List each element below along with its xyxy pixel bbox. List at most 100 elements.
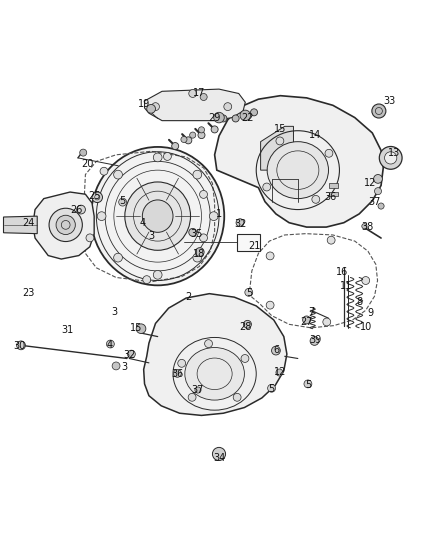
Circle shape (245, 288, 253, 296)
Circle shape (209, 212, 218, 221)
Circle shape (233, 393, 241, 401)
Circle shape (190, 132, 196, 138)
Polygon shape (144, 294, 287, 415)
Text: 13: 13 (388, 149, 400, 158)
Circle shape (92, 192, 102, 203)
Text: 3: 3 (111, 308, 117, 318)
Text: 37: 37 (191, 385, 203, 395)
Text: 32: 32 (235, 219, 247, 229)
Circle shape (232, 115, 239, 122)
Text: 31: 31 (62, 325, 74, 335)
Circle shape (56, 215, 75, 235)
Text: 19: 19 (138, 100, 151, 109)
Circle shape (362, 277, 370, 285)
Circle shape (212, 447, 226, 461)
Circle shape (200, 190, 208, 198)
Text: 33: 33 (384, 96, 396, 106)
Text: 37: 37 (368, 197, 381, 207)
Circle shape (106, 340, 114, 348)
Circle shape (189, 90, 197, 98)
Text: 12: 12 (274, 367, 286, 377)
Text: 18: 18 (193, 249, 205, 259)
Circle shape (236, 219, 244, 227)
Circle shape (198, 127, 205, 133)
Text: 4: 4 (106, 341, 113, 350)
Circle shape (49, 208, 82, 241)
Text: 15: 15 (130, 323, 142, 333)
Polygon shape (145, 89, 245, 120)
Bar (328, 192, 338, 197)
Circle shape (185, 137, 192, 144)
Text: 34: 34 (213, 454, 225, 463)
Circle shape (251, 109, 258, 116)
Text: 6: 6 (273, 345, 279, 355)
Text: 11: 11 (340, 281, 352, 291)
Circle shape (189, 229, 197, 236)
Text: 28: 28 (239, 321, 251, 332)
Ellipse shape (142, 200, 173, 232)
Bar (237, 233, 260, 251)
Text: 3: 3 (122, 362, 128, 372)
Text: 1: 1 (216, 209, 222, 219)
Text: 8: 8 (356, 296, 362, 306)
Text: 17: 17 (193, 87, 205, 98)
Polygon shape (4, 216, 37, 233)
Circle shape (268, 384, 276, 392)
Text: 2: 2 (185, 292, 191, 302)
Text: 7: 7 (308, 308, 314, 318)
Text: 24: 24 (22, 217, 35, 228)
Circle shape (113, 170, 122, 179)
Polygon shape (33, 192, 94, 259)
Circle shape (86, 234, 94, 242)
Circle shape (323, 318, 331, 326)
Circle shape (163, 152, 171, 160)
Text: 27: 27 (300, 317, 313, 327)
Circle shape (372, 104, 386, 118)
Text: 15: 15 (274, 124, 286, 134)
Text: 5: 5 (120, 196, 126, 206)
Circle shape (143, 276, 151, 284)
Circle shape (97, 212, 106, 221)
Circle shape (310, 336, 319, 345)
Circle shape (173, 369, 181, 377)
Circle shape (214, 112, 224, 123)
Text: 25: 25 (88, 191, 100, 201)
Text: 36: 36 (171, 369, 184, 379)
Circle shape (266, 301, 274, 309)
Circle shape (220, 115, 227, 122)
Circle shape (224, 103, 232, 110)
Circle shape (152, 103, 159, 110)
Circle shape (113, 253, 122, 262)
Circle shape (263, 183, 271, 191)
Circle shape (172, 142, 179, 150)
Circle shape (181, 136, 187, 142)
Circle shape (241, 354, 249, 362)
Circle shape (200, 234, 208, 242)
Circle shape (385, 152, 397, 164)
Circle shape (112, 362, 120, 370)
Circle shape (153, 270, 162, 279)
Circle shape (100, 167, 108, 175)
Text: 22: 22 (241, 112, 254, 123)
Text: 5: 5 (306, 379, 312, 390)
Circle shape (77, 205, 85, 214)
Text: 5: 5 (268, 384, 275, 394)
Text: 36: 36 (325, 192, 337, 203)
Circle shape (17, 341, 25, 350)
Circle shape (379, 147, 402, 169)
Text: 30: 30 (14, 341, 26, 351)
Circle shape (325, 149, 333, 157)
Text: 26: 26 (71, 205, 83, 215)
Circle shape (272, 346, 280, 355)
Circle shape (266, 252, 274, 260)
Text: 9: 9 (367, 309, 373, 318)
Circle shape (304, 380, 312, 388)
Text: 4: 4 (139, 217, 145, 228)
Circle shape (378, 203, 384, 209)
Circle shape (211, 126, 218, 133)
Ellipse shape (267, 142, 328, 199)
Circle shape (178, 359, 186, 367)
Circle shape (312, 196, 320, 203)
Bar (328, 183, 338, 188)
Circle shape (276, 369, 283, 376)
